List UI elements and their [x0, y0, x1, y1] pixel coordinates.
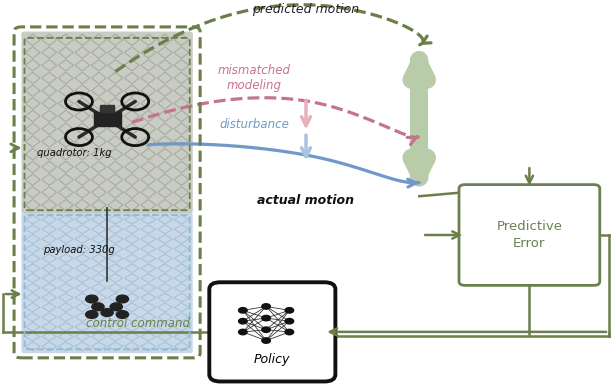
- Text: actual motion: actual motion: [258, 194, 354, 207]
- Bar: [94, 112, 121, 126]
- Text: mismatched
modeling: mismatched modeling: [217, 64, 291, 92]
- Circle shape: [262, 316, 271, 321]
- Bar: [100, 105, 114, 112]
- Circle shape: [86, 311, 98, 318]
- Text: quadrotor: 1kg: quadrotor: 1kg: [37, 148, 111, 158]
- Circle shape: [239, 329, 247, 335]
- Circle shape: [86, 295, 98, 303]
- Circle shape: [285, 319, 294, 324]
- Circle shape: [110, 303, 122, 311]
- Circle shape: [101, 309, 113, 316]
- Circle shape: [262, 304, 271, 309]
- FancyBboxPatch shape: [21, 213, 193, 353]
- Circle shape: [285, 308, 294, 313]
- Text: control command: control command: [86, 317, 190, 330]
- Circle shape: [116, 295, 129, 303]
- Text: predicted motion: predicted motion: [252, 3, 360, 16]
- Circle shape: [285, 329, 294, 335]
- Circle shape: [92, 303, 104, 311]
- Circle shape: [262, 327, 271, 332]
- FancyBboxPatch shape: [209, 282, 335, 381]
- FancyBboxPatch shape: [459, 184, 600, 285]
- Text: Predictive
Error: Predictive Error: [496, 220, 562, 250]
- Circle shape: [239, 319, 247, 324]
- Text: Policy: Policy: [254, 353, 291, 366]
- Circle shape: [116, 311, 129, 318]
- FancyBboxPatch shape: [21, 32, 193, 213]
- Text: payload: 330g: payload: 330g: [43, 245, 114, 255]
- Text: disturbance: disturbance: [219, 118, 289, 131]
- Circle shape: [262, 338, 271, 343]
- Circle shape: [239, 308, 247, 313]
